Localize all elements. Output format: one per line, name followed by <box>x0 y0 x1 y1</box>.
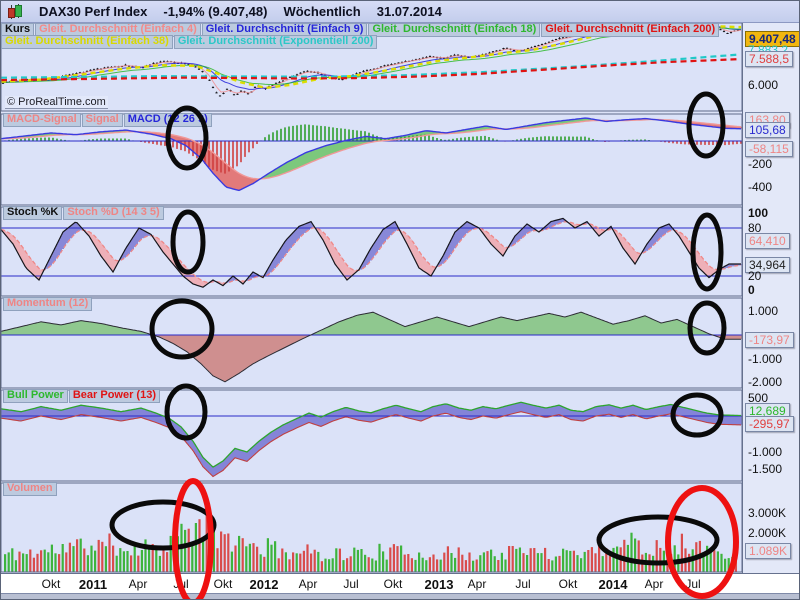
indicator-chip-momentum-12[interactable]: Momentum (12) <box>3 297 93 311</box>
axis-value-34-964: 34,964 <box>745 257 790 273</box>
indicator-chip-macd-signal[interactable]: MACD-Signal <box>3 113 81 127</box>
axis-value--58-115: -58,115 <box>745 141 793 157</box>
time-axis[interactable]: Okt 2011 Apr Jul Okt 2012 Apr Jul Okt 2013 Apr Jul O… <box>1 573 799 593</box>
panel-labels-macd: MACD-Signal Signal MACD (12 26 9) <box>3 113 212 127</box>
axis-value--1-000: -1.000 <box>748 352 783 366</box>
axis-value--200: -200 <box>748 157 773 171</box>
axis-value-1-000: 1.000 <box>748 304 779 318</box>
indicator-chip-volumen[interactable]: Volumen <box>3 482 57 496</box>
indicator-chip-bear-power-13[interactable]: Bear Power (13) <box>68 389 160 403</box>
time-label-okt: Okt <box>383 577 403 591</box>
indicator-chip-signal[interactable]: Signal <box>81 113 123 127</box>
time-label-apr: Apr <box>644 577 664 591</box>
time-label-jul: Jul <box>343 577 359 591</box>
panel-labels-bull: Bull Power Bear Power (13) <box>3 389 160 403</box>
indicator-tabs-row-1: Kurs Gleit. Durchschnitt (Einfach 4) Gleit… <box>1 23 720 37</box>
prorealtime-watermark: © ProRealTime.com <box>5 96 108 109</box>
time-label-apr: Apr <box>467 577 487 591</box>
time-label-2012: 2012 <box>249 577 279 592</box>
indicator-tabs-row-2: Gleit. Durchschnitt (Einfach 38) Gleit. D… <box>1 35 378 49</box>
indicator-chip-stoch-k[interactable]: Stoch %K <box>3 206 63 220</box>
axis-value--1-000: -1.000 <box>748 445 783 459</box>
bottom-border-band <box>1 593 799 599</box>
instrument-title: DAX30 Perf Index <box>39 4 148 19</box>
time-label-okt: Okt <box>558 577 578 591</box>
chart-header: DAX30 Perf Index -1,94% (9.407,48) Wöche… <box>1 1 799 23</box>
indicator-chip-macd-12-26-9[interactable]: MACD (12 26 9) <box>123 113 212 127</box>
axis-value-7-588-5: 7.588,5 <box>745 51 794 67</box>
indicator-chip-bull-power[interactable]: Bull Power <box>3 389 68 403</box>
price-axis[interactable]: 9.407,48 7.883,2 7.588,5 6.000 163,80 105,68-… <box>742 23 799 573</box>
time-label-jul: Jul <box>685 577 701 591</box>
axis-value-80: 80 <box>748 221 762 235</box>
axis-value--1-500: -1.500 <box>748 462 783 476</box>
tab-gleit-durchschnitt-einfach-38[interactable]: Gleit. Durchschnitt (Einfach 38) <box>1 35 173 49</box>
axis-value--2-000: -2.000 <box>748 375 783 389</box>
axis-value-1-089K: 1.089K <box>745 543 792 559</box>
axis-value-2-000K: 2.000K <box>748 526 787 540</box>
axis-value-100: 100 <box>748 206 769 220</box>
axis-value-6-000: 6.000 <box>748 78 779 92</box>
axis-value-20: 20 <box>748 269 762 283</box>
time-label-jul: Jul <box>173 577 189 591</box>
panel-labels-momentum: Momentum (12) <box>3 297 93 311</box>
axis-value--173-97: -173,97 <box>745 332 794 348</box>
panel-labels-stoch: Stoch %K Stoch %D (14 3 5) <box>3 206 164 220</box>
timeframe-label[interactable]: Wöchentlich <box>283 4 361 19</box>
axis-value-0: 0 <box>748 283 755 297</box>
time-label-jul: Jul <box>515 577 531 591</box>
panel-labels-volume: Volumen <box>3 482 57 496</box>
axis-value--400: -400 <box>748 180 773 194</box>
axis-value-500: 500 <box>748 391 769 405</box>
time-label-2014: 2014 <box>598 577 628 592</box>
time-label-apr: Apr <box>128 577 148 591</box>
candlestick-icon <box>7 4 23 19</box>
time-label-okt: Okt <box>213 577 233 591</box>
time-label-2013: 2013 <box>424 577 454 592</box>
price-change: -1,94% (9.407,48) <box>163 4 268 19</box>
tab-gleit-durchschnitt-einfach-200[interactable]: Gleit. Durchschnitt (Einfach 200) <box>541 23 720 37</box>
axis-value--295-97: -295,97 <box>745 416 794 432</box>
time-label-2011: 2011 <box>78 577 108 592</box>
axis-value-105-68: 105,68 <box>745 122 790 138</box>
time-label-apr: Apr <box>298 577 318 591</box>
axis-value-64-410: 64,410 <box>745 233 790 249</box>
tab-gleit-durchschnitt-exponentiell-200[interactable]: Gleit. Durchschnitt (Exponentiell 200) <box>173 35 378 49</box>
axis-value-9-407-48: 9.407,48 <box>745 31 799 47</box>
time-label-okt: Okt <box>41 577 61 591</box>
axis-value-3-000K: 3.000K <box>748 506 787 520</box>
tab-gleit-durchschnitt-einfach-18[interactable]: Gleit. Durchschnitt (Einfach 18) <box>368 23 541 37</box>
indicator-chip-stoch-d-14-3-5[interactable]: Stoch %D (14 3 5) <box>63 206 164 220</box>
date-label: 31.07.2014 <box>376 4 442 19</box>
